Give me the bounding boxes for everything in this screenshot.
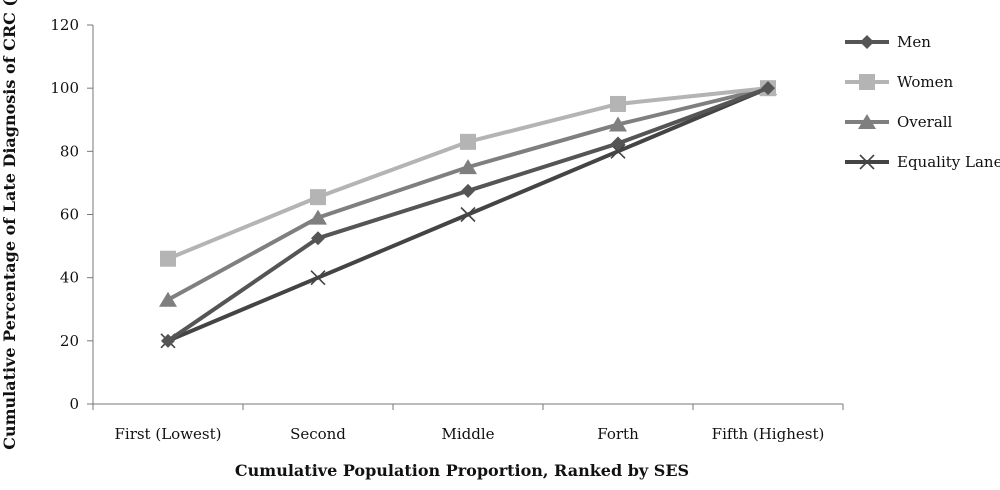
- data-point-women: [460, 133, 476, 150]
- legend-item-equality-lane: Equality Lane: [845, 153, 1000, 171]
- y-tick-label: 0: [69, 395, 79, 413]
- series-overall: [159, 80, 777, 307]
- legend-item-men: Men: [845, 33, 931, 51]
- x-tick-label: First (Lowest): [114, 425, 221, 443]
- y-tick-label: 60: [60, 206, 79, 224]
- legend-marker-equality-lane: [859, 154, 875, 170]
- data-point-overall: [309, 209, 327, 225]
- legend-marker-overall: [858, 114, 876, 129]
- data-point-men: [161, 333, 175, 348]
- legend-label-overall: Overall: [897, 113, 953, 131]
- legend: Men Women Overall Equality Lane: [845, 33, 1000, 171]
- series-women: [160, 80, 776, 267]
- legend-label-women: Women: [897, 73, 954, 91]
- data-point-overall: [159, 291, 177, 307]
- series-men: [161, 81, 775, 348]
- x-tick-label: Second: [290, 425, 346, 443]
- y-tick-label: 40: [60, 269, 79, 287]
- data-point-men: [611, 136, 625, 151]
- data-point-overall: [459, 159, 477, 175]
- y-tick-label: 20: [60, 332, 79, 350]
- y-axis-title: Cumulative Percentage of Late Diagnosis …: [0, 0, 19, 450]
- data-point-overall: [609, 116, 627, 132]
- legend-marker-women: [859, 74, 875, 90]
- series-layer: [159, 80, 777, 349]
- data-point-women: [610, 95, 626, 112]
- legend-item-overall: Overall: [845, 113, 953, 131]
- data-point-equality-lane: [310, 270, 326, 286]
- data-point-men: [761, 81, 775, 96]
- x-axis-title: Cumulative Population Proportion, Ranked…: [235, 461, 689, 480]
- data-point-men: [461, 183, 475, 198]
- x-tick-label: Fifth (Highest): [712, 425, 825, 443]
- legend-label-men: Men: [897, 33, 931, 51]
- legend-item-women: Women: [845, 73, 954, 91]
- x-tick-label: Middle: [441, 425, 494, 443]
- data-point-men: [311, 231, 325, 246]
- legend-marker-men: [860, 35, 874, 49]
- data-point-women: [160, 250, 176, 267]
- y-tick-label: 80: [60, 142, 79, 160]
- y-tick-label: 100: [50, 79, 79, 97]
- legend-label-equality-lane: Equality Lane: [897, 153, 1000, 171]
- y-tick-label: 120: [50, 16, 79, 34]
- x-tick-label: Forth: [597, 425, 639, 443]
- data-point-women: [310, 189, 326, 206]
- data-point-equality-lane: [460, 206, 476, 223]
- axes: 0 20 40 60 80 100 120 First (Lowest) Second Middl…: [50, 16, 844, 443]
